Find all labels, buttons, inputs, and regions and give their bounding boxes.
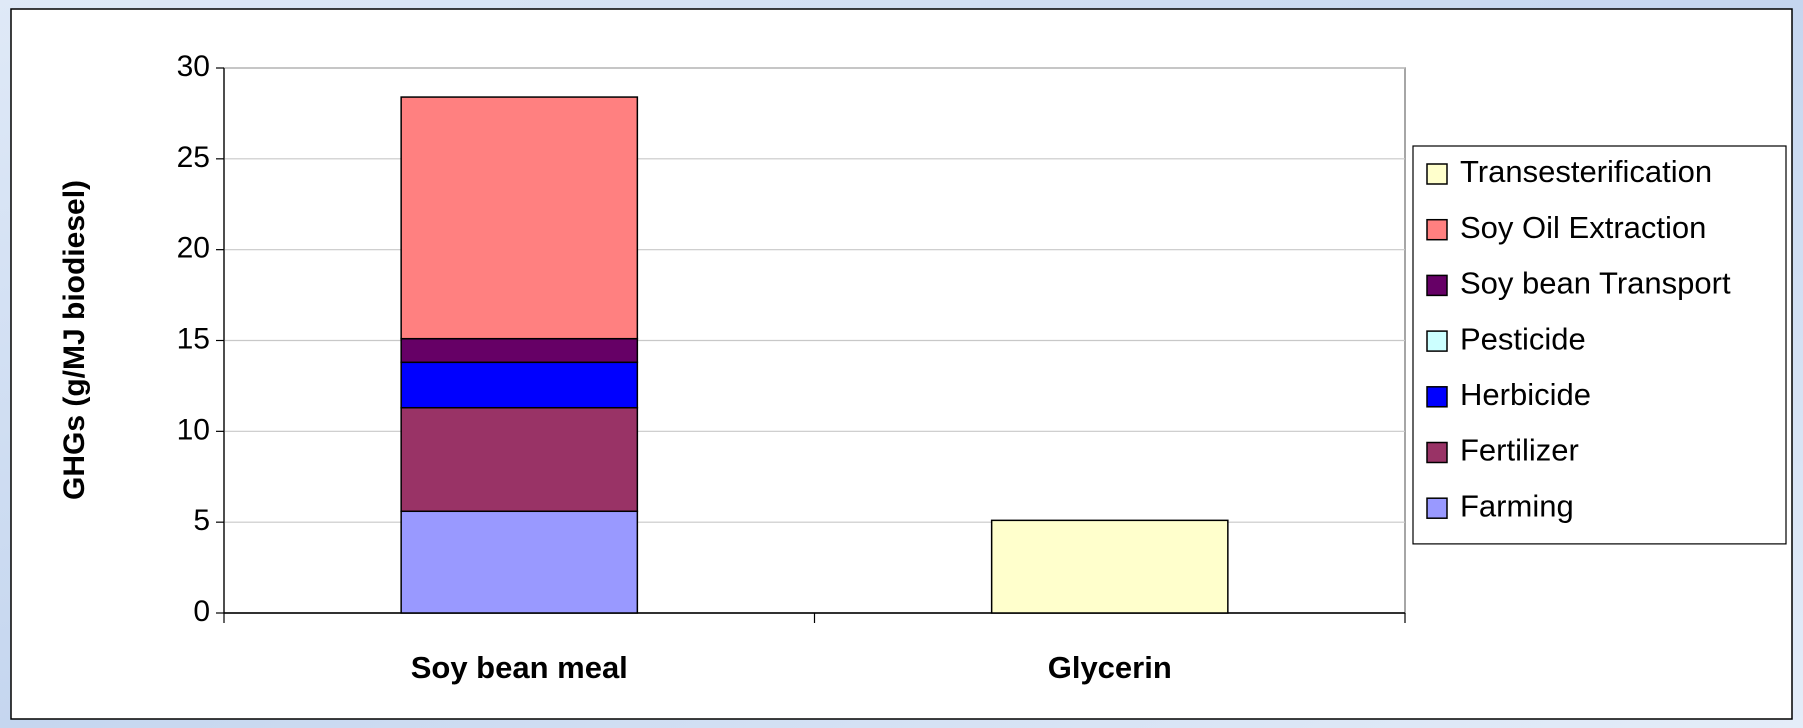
legend-label: Fertilizer [1460,433,1579,468]
legend-label: Transesterification [1460,154,1712,189]
y-tick-label: 20 [177,232,210,265]
legend-label: Soy Oil Extraction [1460,210,1706,245]
bar-segment [400,406,639,513]
y-tick-label: 30 [177,50,210,83]
legend-box [1412,145,1787,545]
legend-swatch [1426,386,1448,408]
legend-label: Soy bean Transport [1460,266,1731,301]
y-tick-label: 10 [177,413,210,446]
bar-segment [400,361,639,409]
y-tick-label: 5 [193,504,210,537]
bar-segment [400,337,639,364]
y-axis-label: GHGs (g/MJ biodiesel) [58,180,91,500]
x-tick-label: Soy bean meal [411,650,628,685]
y-tick-label: 25 [177,141,210,174]
legend-label: Farming [1460,488,1574,523]
bar-segment [990,519,1229,614]
y-tick-label: 15 [177,322,210,355]
legend-swatch [1426,218,1448,241]
x-tick-label: Glycerin [1048,650,1172,685]
bar-segment [400,96,639,340]
bar-segment [400,510,639,614]
legend-swatch [1426,497,1448,519]
legend-swatch [1426,163,1448,185]
legend-label: Pesticide [1460,321,1586,356]
legend-swatch [1426,274,1448,297]
legend-label: Herbicide [1460,377,1591,412]
legend-swatch [1426,330,1448,352]
legend-swatch [1426,441,1448,464]
y-tick-label: 0 [193,595,210,628]
